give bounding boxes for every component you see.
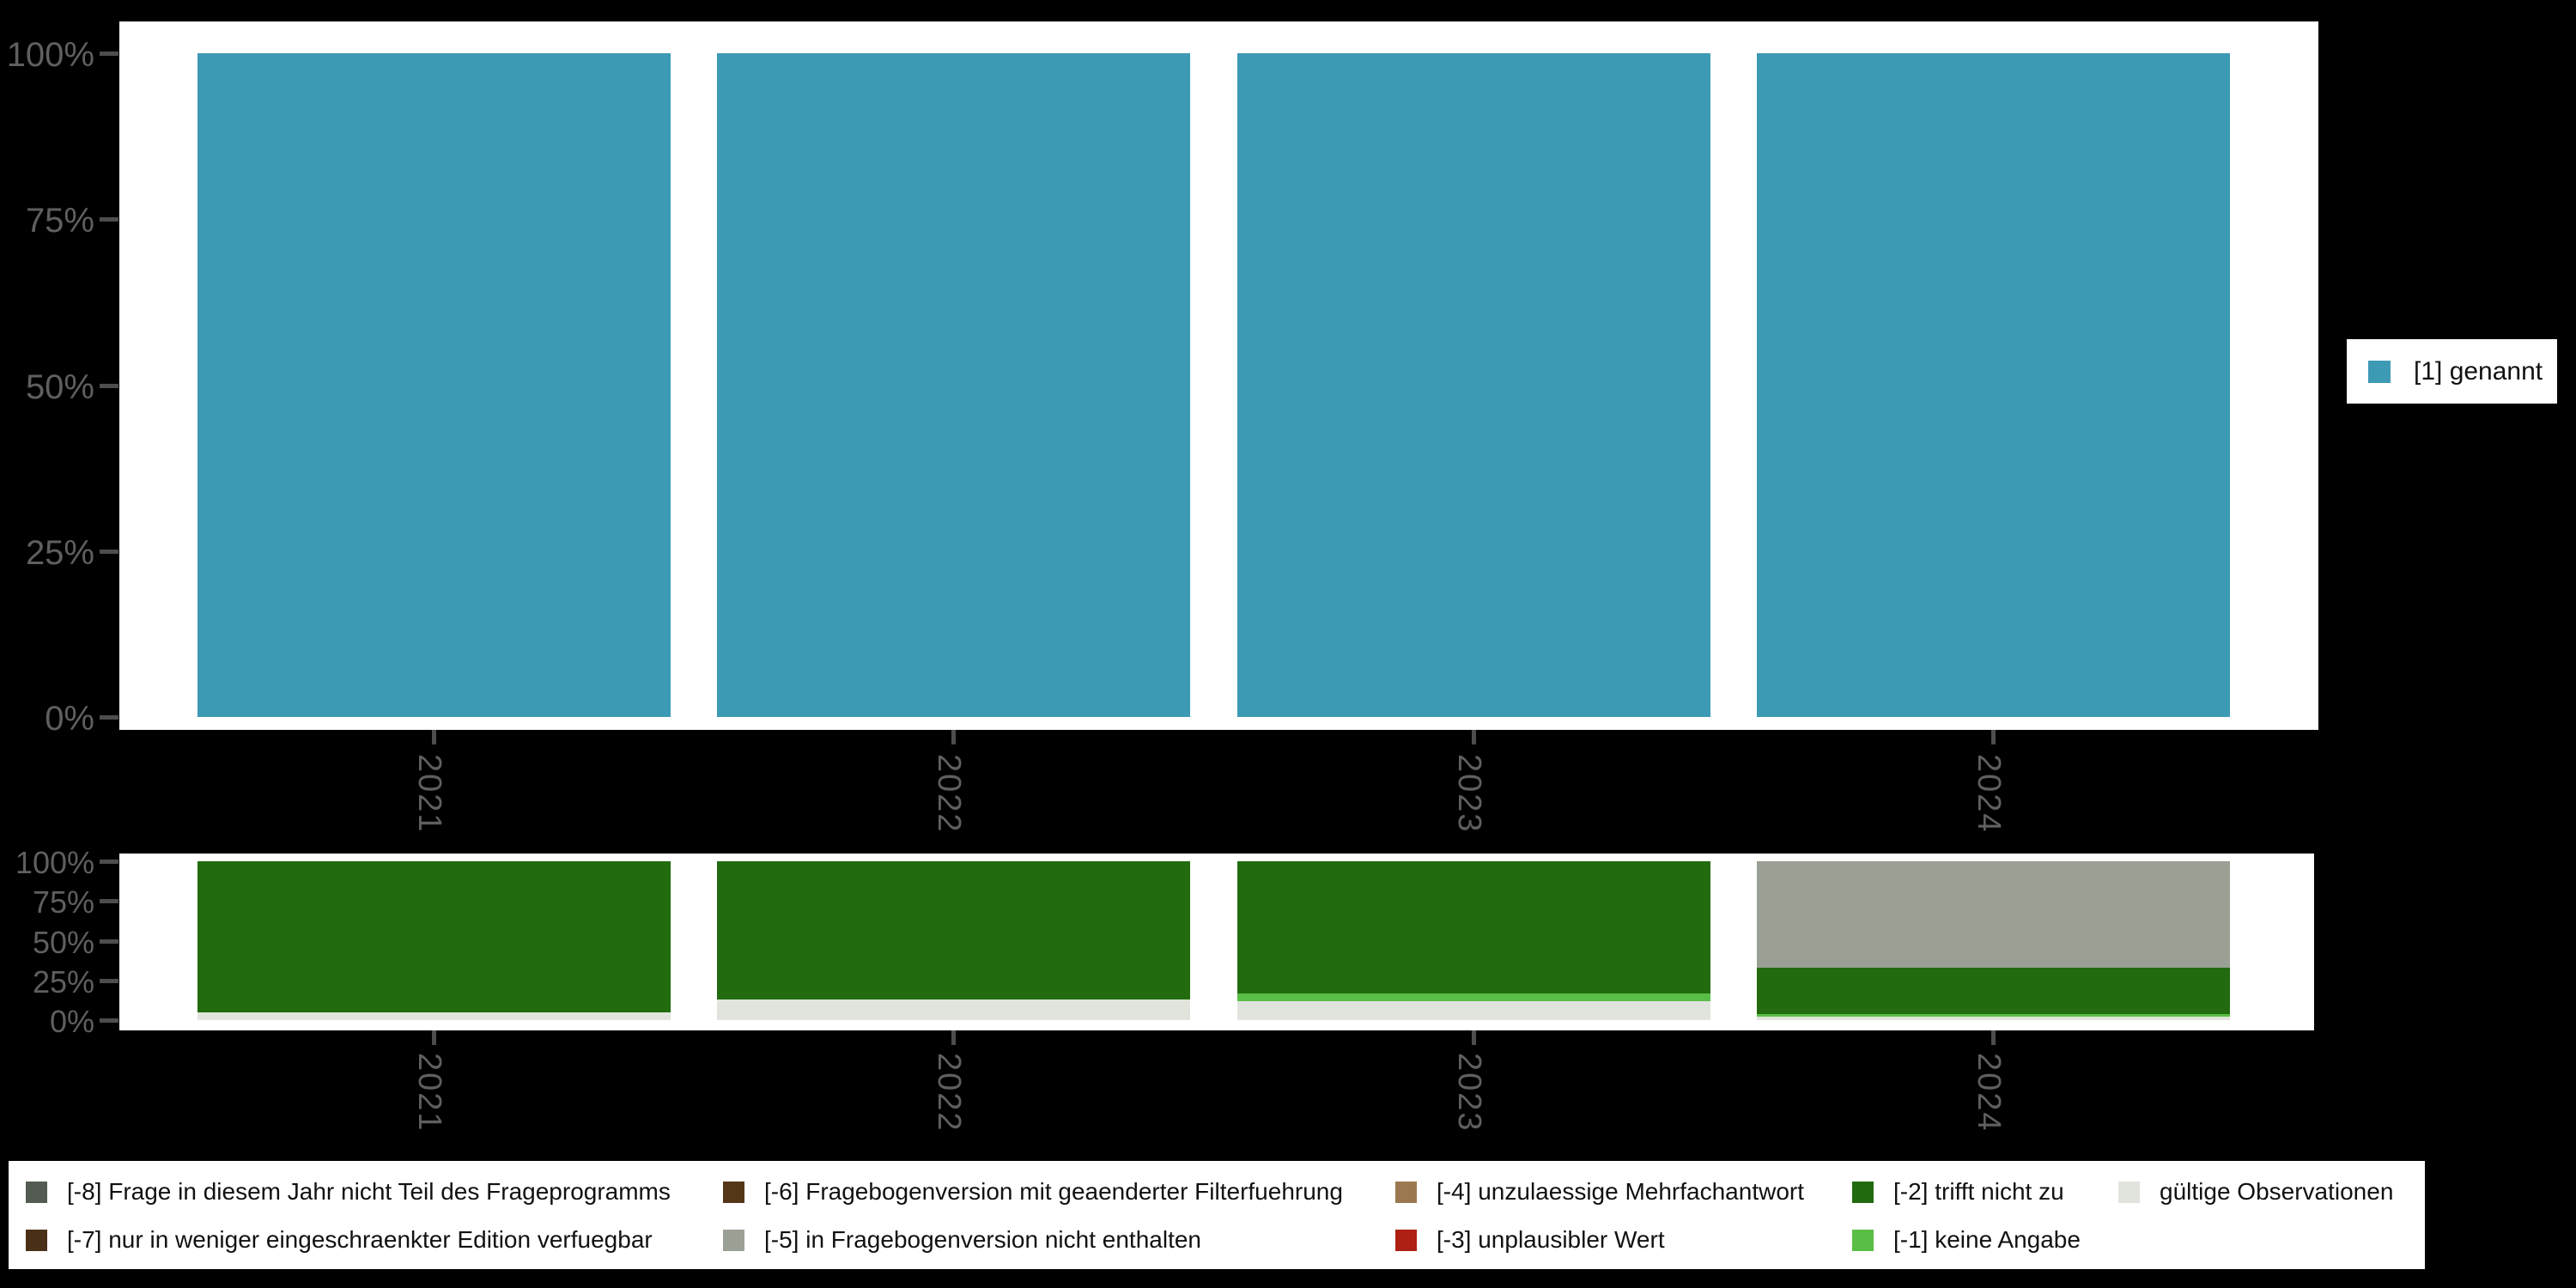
legend-swatch — [1852, 1181, 1874, 1203]
bottom-y-axis-tick-label: 0% — [49, 1004, 94, 1039]
legend-genannt-row: [1] genannt — [2347, 339, 2557, 404]
legend-item-col5-row1: gültige Observationen — [2118, 1178, 2393, 1206]
bottom-x-axis-tick-label-2024: 2024 — [1971, 1053, 2007, 1133]
bottom-y-axis-tick-label: 75% — [32, 884, 94, 920]
legend-swatch — [26, 1229, 47, 1251]
legend-item-col4-row1: [-2] trifft nicht zu — [1852, 1178, 2064, 1206]
legend-swatch — [1395, 1229, 1417, 1251]
legend-swatch — [723, 1181, 744, 1203]
bottom-y-axis-tick — [100, 899, 118, 904]
legend-genannt: [1] genannt — [2347, 339, 2557, 404]
bottom-y-axis-tick-label: 25% — [32, 963, 94, 999]
top-x-axis-tick — [951, 730, 956, 744]
legend-swatch — [723, 1229, 744, 1251]
bottom-y-axis-tick — [100, 939, 118, 944]
bottom-y-axis-tick — [100, 1018, 118, 1023]
legend-label: [-3] unplausibler Wert — [1437, 1226, 1665, 1253]
top-y-axis-tick — [100, 52, 118, 56]
genannt-swatch — [2368, 360, 2391, 383]
top-y-axis-tick — [100, 549, 118, 554]
bottom-bar-segment-2023 — [1237, 1000, 1710, 1020]
top-bar-segment-2021 — [197, 53, 671, 717]
bottom-x-axis-tick — [951, 1030, 956, 1045]
legend-item-col3-row1: [-4] unzulaessige Mehrfachantwort — [1395, 1178, 1804, 1206]
legend-label: [-8] Frage in diesem Jahr nicht Teil des… — [67, 1178, 671, 1205]
legend-swatch — [1395, 1181, 1417, 1203]
bottom-bar-segment-2022 — [717, 999, 1190, 1020]
bottom-y-axis-tick-label: 50% — [32, 924, 94, 960]
bottom-y-axis-tick — [100, 978, 118, 983]
bottom-bar-segment-2021 — [197, 861, 671, 1012]
bottom-bar-segment-2022 — [717, 861, 1190, 999]
top-x-axis-tick-label-2024: 2024 — [1971, 754, 2007, 834]
top-x-axis-tick-label-2022: 2022 — [931, 754, 967, 834]
legend-item-col2-row2: [-5] in Fragebogenversion nicht enthalte… — [723, 1226, 1201, 1254]
legend-label: [-6] Fragebogenversion mit geaenderter F… — [764, 1178, 1343, 1205]
legend-swatch — [26, 1181, 47, 1203]
top-x-axis-tick — [432, 730, 436, 744]
legend-swatch — [1852, 1229, 1874, 1251]
bottom-bar-segment-2024 — [1757, 967, 2230, 1014]
top-x-axis-tick — [1991, 730, 1996, 744]
top-y-axis-tick — [100, 715, 118, 720]
top-bar-segment-2022 — [717, 53, 1190, 717]
legend-label: [-2] trifft nicht zu — [1893, 1178, 2064, 1205]
bottom-x-axis-tick — [1991, 1030, 1996, 1045]
bottom-x-axis-tick — [432, 1030, 436, 1045]
genannt-label: [1] genannt — [2414, 356, 2543, 386]
bottom-x-axis-tick-label-2021: 2021 — [411, 1053, 447, 1133]
legend-item-col1-row2: [-7] nur in weniger eingeschraenkter Edi… — [26, 1226, 653, 1254]
top-y-axis-tick-label: 100% — [6, 36, 94, 74]
bottom-bar-segment-2023 — [1237, 861, 1710, 993]
legend-item-col3-row2: [-3] unplausibler Wert — [1395, 1226, 1665, 1254]
top-y-axis-tick-label: 25% — [25, 533, 94, 572]
bottom-x-axis-tick — [1472, 1030, 1476, 1045]
bottom-y-axis-tick-label: 100% — [15, 845, 94, 880]
bottom-x-axis-tick-label-2023: 2023 — [1451, 1053, 1487, 1133]
bottom-bar-segment-2024 — [1757, 861, 2230, 968]
legend-item-col4-row2: [-1] keine Angabe — [1852, 1226, 2081, 1254]
legend-label: [-5] in Fragebogenversion nicht enthalte… — [764, 1226, 1201, 1253]
top-y-axis-tick-label: 75% — [25, 202, 94, 240]
legend-swatch — [2118, 1181, 2140, 1203]
bottom-y-axis-tick — [100, 860, 118, 864]
top-x-axis-tick-label-2021: 2021 — [411, 754, 447, 834]
bottom-bar-segment-2021 — [197, 1012, 671, 1020]
legend-item-col2-row1: [-6] Fragebogenversion mit geaenderter F… — [723, 1178, 1343, 1206]
top-y-axis-tick — [100, 383, 118, 388]
top-x-axis-tick — [1472, 730, 1476, 744]
top-bar-segment-2023 — [1237, 53, 1710, 717]
top-bar-segment-2024 — [1757, 53, 2230, 717]
bottom-bar-segment-2024 — [1757, 1013, 2230, 1018]
legend-label: [-1] keine Angabe — [1893, 1226, 2081, 1253]
bottom-x-axis-tick-label-2022: 2022 — [931, 1053, 967, 1133]
top-y-axis-tick-label: 0% — [45, 700, 94, 738]
top-y-axis-tick-label: 50% — [25, 368, 94, 406]
bottom-bar-segment-2024 — [1757, 1017, 2230, 1020]
top-x-axis-tick-label-2023: 2023 — [1451, 754, 1487, 834]
bottom-bar-segment-2023 — [1237, 993, 1710, 1001]
legend-label: gültige Observationen — [2160, 1178, 2394, 1205]
legend-missing-codes: [-8] Frage in diesem Jahr nicht Teil des… — [9, 1161, 2425, 1269]
top-y-axis-tick — [100, 217, 118, 222]
legend-label: [-7] nur in weniger eingeschraenkter Edi… — [67, 1226, 653, 1253]
legend-item-col1-row1: [-8] Frage in diesem Jahr nicht Teil des… — [26, 1178, 671, 1206]
legend-label: [-4] unzulaessige Mehrfachantwort — [1437, 1178, 1804, 1205]
